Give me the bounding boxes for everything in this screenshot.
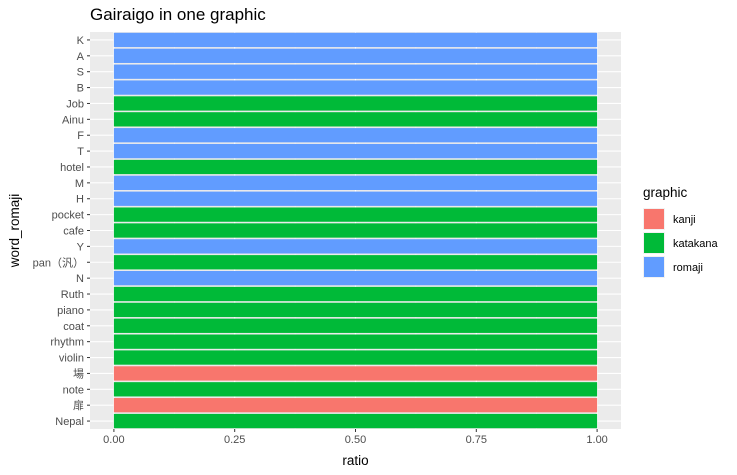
y-axis-title: word_romaji [7, 194, 22, 269]
y-tick-label: Ruth [61, 289, 84, 301]
bar-katakana-16 [113, 286, 598, 302]
x-tick-label: 0.25 [224, 434, 245, 446]
y-tick-label: H [76, 194, 84, 206]
y-tick-label: T [77, 146, 84, 158]
bar-katakana-18 [113, 318, 598, 333]
bar-romaji-0 [113, 32, 598, 48]
bar-katakana-19 [113, 334, 598, 349]
bar-romaji-13 [113, 239, 598, 254]
y-tick-label: note [63, 384, 84, 396]
y-tick-label: K [77, 35, 85, 47]
y-tick-label: cafe [63, 226, 84, 238]
y-tick-label: violin [59, 353, 84, 365]
bar-romaji-15 [113, 270, 598, 286]
legend-title: graphic [643, 185, 688, 200]
y-tick-label: 場 [73, 367, 84, 380]
bar-katakana-22 [113, 382, 598, 397]
x-axis: 0.00 0.25 0.50 0.75 1.00 [103, 429, 608, 446]
bar-romaji-9 [113, 175, 598, 191]
legend-key-romaji [644, 257, 664, 277]
bar-katakana-4 [113, 96, 598, 111]
x-tick-label: 0.50 [345, 434, 366, 446]
y-tick-label: Nepal [55, 416, 84, 428]
bar-katakana-8 [113, 159, 598, 175]
legend-key-kanji [644, 209, 664, 229]
y-tick-label: M [75, 178, 84, 190]
bar-katakana-5 [113, 112, 598, 127]
y-tick-label: Y [77, 241, 85, 253]
y-tick-label: hotel [60, 162, 84, 174]
x-tick-label: 0.00 [103, 434, 124, 446]
bar-katakana-12 [113, 223, 598, 238]
bar-kanji-21 [113, 366, 598, 381]
y-tick-label: pan（汎） [33, 255, 84, 269]
y-tick-label: 扉 [73, 399, 84, 412]
x-axis-title: ratio [342, 453, 368, 468]
legend-key-katakana [644, 233, 664, 253]
bar-romaji-6 [113, 128, 598, 143]
y-tick-label: rhythm [50, 337, 84, 349]
y-tick-label: S [77, 67, 84, 79]
y-tick-label: pocket [52, 210, 84, 222]
y-tick-label: N [76, 273, 84, 285]
bar-katakana-11 [113, 207, 598, 222]
y-tick-label: B [77, 83, 84, 95]
bar-katakana-17 [113, 302, 598, 318]
y-tick-label: Ainu [62, 114, 84, 126]
y-tick-label: F [77, 130, 84, 142]
bar-kanji-23 [113, 398, 598, 413]
bar-katakana-14 [113, 255, 598, 270]
bar-romaji-1 [113, 48, 598, 63]
bar-romaji-2 [113, 64, 598, 79]
legend-label-katakana: katakana [673, 238, 719, 250]
bar-romaji-7 [113, 143, 598, 159]
bar-katakana-24 [113, 413, 598, 429]
y-tick-label: coat [63, 321, 84, 333]
legend-label-kanji: kanji [673, 214, 696, 226]
legend-label-romaji: romaji [673, 262, 703, 274]
x-tick-label: 1.00 [586, 434, 607, 446]
legend: graphic kanji katakana romaji [643, 185, 719, 278]
bars [113, 32, 598, 429]
bar-romaji-3 [113, 80, 598, 95]
y-tick-label: piano [57, 305, 84, 317]
y-tick-label: Job [66, 98, 84, 110]
bar-katakana-20 [113, 350, 598, 365]
x-tick-label: 0.75 [466, 434, 487, 446]
bar-romaji-10 [113, 191, 598, 206]
y-tick-label: A [77, 51, 85, 63]
chart-title: Gairaigo in one graphic [90, 5, 266, 24]
